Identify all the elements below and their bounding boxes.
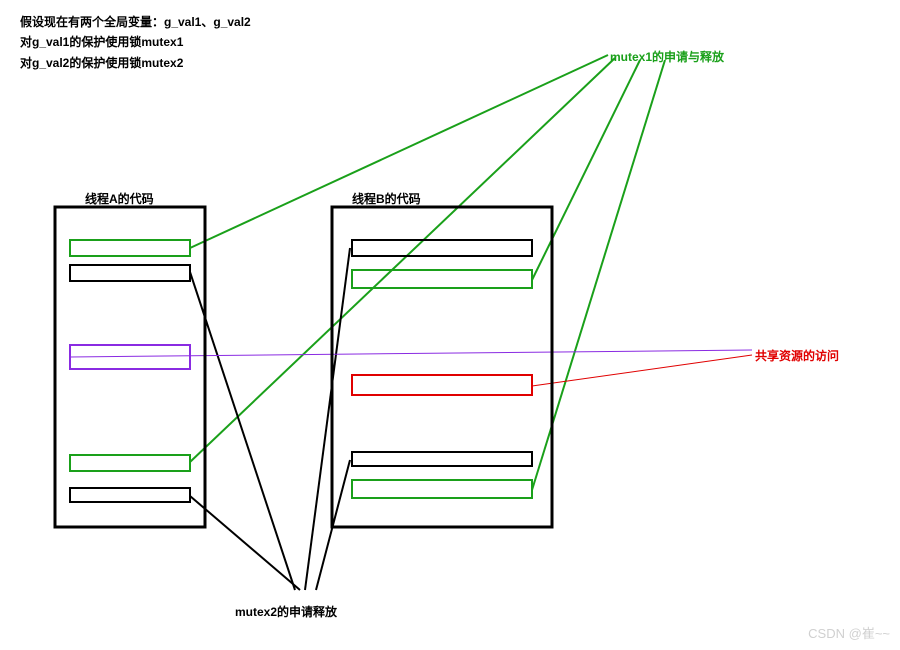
watermark: CSDN @崔~~: [808, 623, 890, 642]
diagram-svg: [0, 0, 900, 650]
